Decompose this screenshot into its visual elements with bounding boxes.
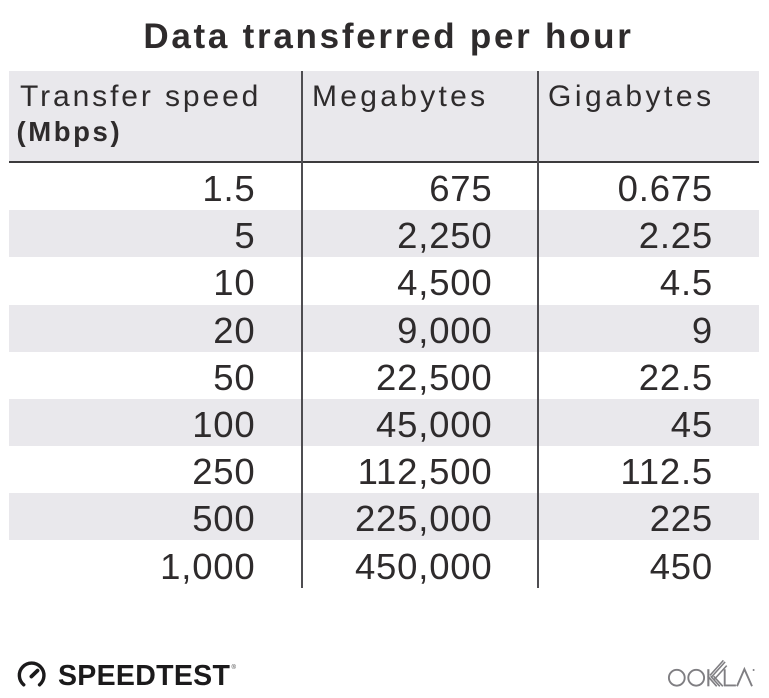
- svg-text:®: ®: [232, 664, 237, 671]
- svg-text:SPEEDTEST: SPEEDTEST: [58, 660, 230, 692]
